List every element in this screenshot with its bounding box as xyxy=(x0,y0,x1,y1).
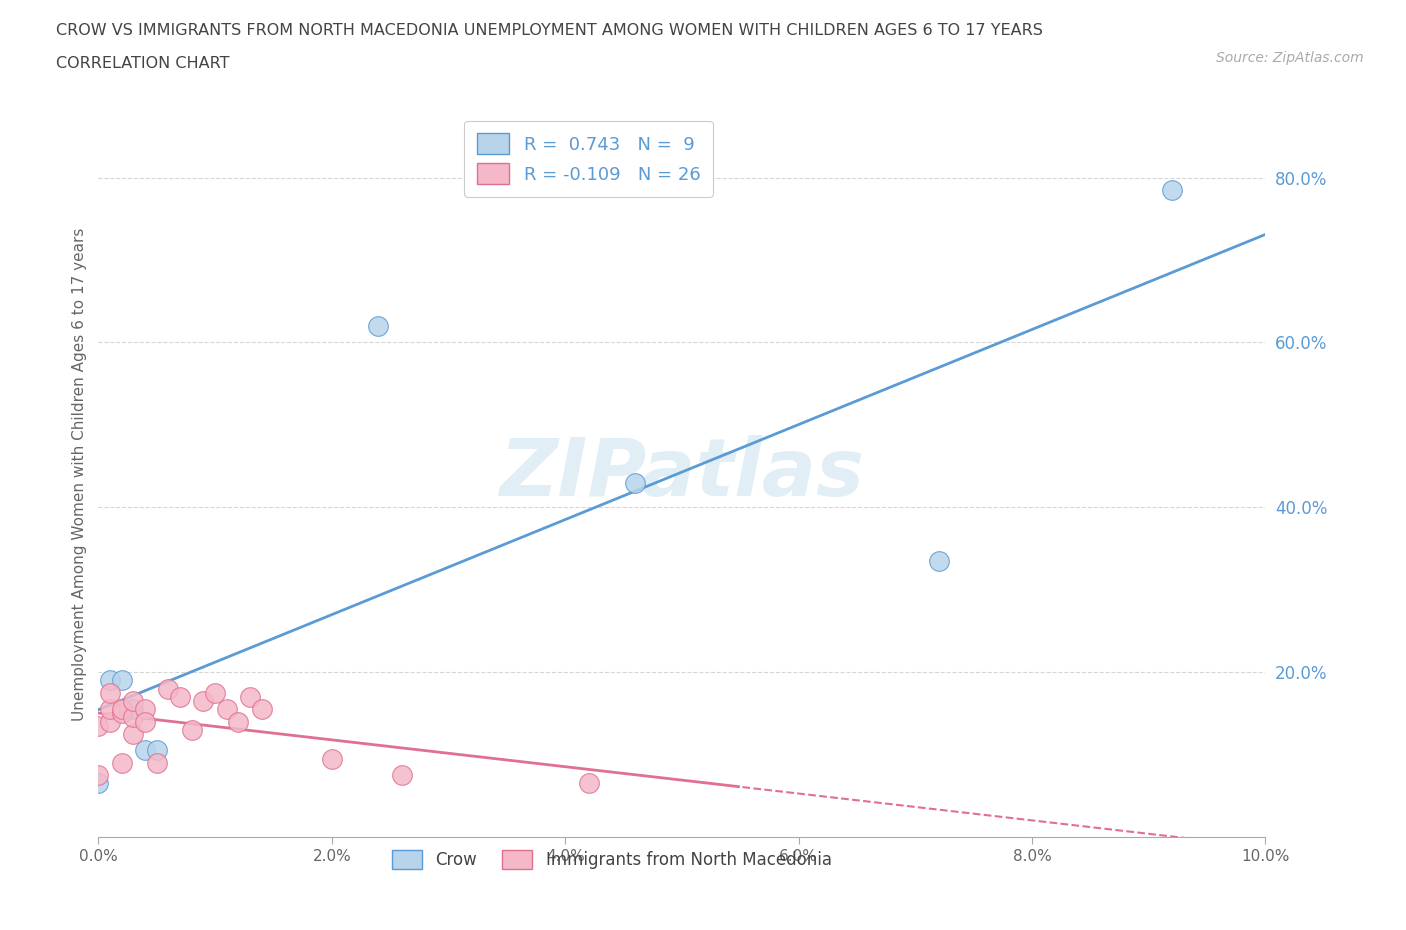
Point xyxy=(193,694,215,709)
Point xyxy=(1161,182,1184,197)
Point xyxy=(134,702,156,717)
Point xyxy=(391,768,413,783)
Point xyxy=(146,743,169,758)
Point xyxy=(624,475,647,490)
Point xyxy=(578,776,600,790)
Point xyxy=(111,755,134,770)
Point xyxy=(215,702,238,717)
Point xyxy=(87,768,110,783)
Legend: Crow, Immigrants from North Macedonia: Crow, Immigrants from North Macedonia xyxy=(385,844,838,876)
Text: CORRELATION CHART: CORRELATION CHART xyxy=(56,56,229,71)
Point xyxy=(87,776,110,790)
Point xyxy=(169,689,191,704)
Point xyxy=(111,702,134,717)
Point xyxy=(87,718,110,733)
Point xyxy=(134,714,156,729)
Point xyxy=(204,685,226,700)
Point xyxy=(98,702,121,717)
Point xyxy=(122,694,145,709)
Point xyxy=(228,714,250,729)
Point xyxy=(134,743,156,758)
Point xyxy=(98,714,121,729)
Y-axis label: Unemployment Among Women with Children Ages 6 to 17 years: Unemployment Among Women with Children A… xyxy=(72,228,87,721)
Point xyxy=(250,702,273,717)
Point xyxy=(122,726,145,741)
Point xyxy=(98,685,121,700)
Point xyxy=(157,681,180,696)
Text: Source: ZipAtlas.com: Source: ZipAtlas.com xyxy=(1216,51,1364,65)
Text: ZIPatlas: ZIPatlas xyxy=(499,435,865,513)
Point xyxy=(111,706,134,721)
Point xyxy=(180,723,202,737)
Point xyxy=(146,755,169,770)
Point xyxy=(111,673,134,688)
Text: CROW VS IMMIGRANTS FROM NORTH MACEDONIA UNEMPLOYMENT AMONG WOMEN WITH CHILDREN A: CROW VS IMMIGRANTS FROM NORTH MACEDONIA … xyxy=(56,23,1043,38)
Point xyxy=(321,751,343,766)
Point xyxy=(98,673,121,688)
Point xyxy=(122,702,145,717)
Point xyxy=(928,553,950,568)
Point xyxy=(122,710,145,724)
Point xyxy=(239,689,262,704)
Point xyxy=(367,318,389,333)
